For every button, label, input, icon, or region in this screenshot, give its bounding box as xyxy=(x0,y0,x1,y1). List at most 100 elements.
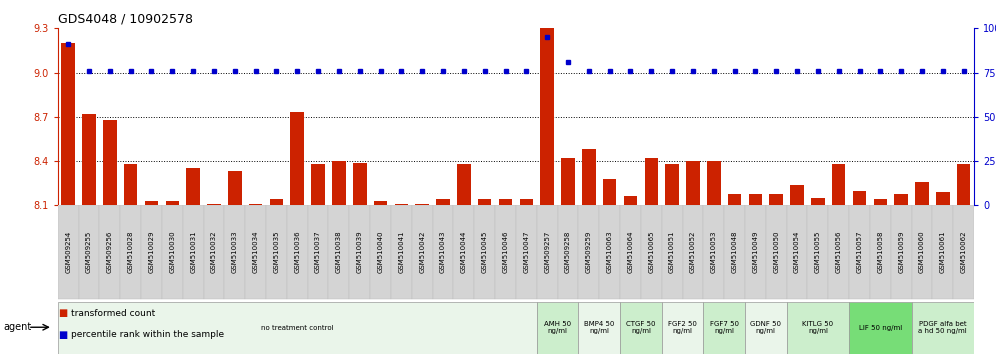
Bar xyxy=(579,205,600,299)
Text: PDGF alfa bet
a hd 50 ng/ml: PDGF alfa bet a hd 50 ng/ml xyxy=(918,321,967,335)
Text: no treatment control: no treatment control xyxy=(261,325,334,331)
Text: GSM510050: GSM510050 xyxy=(773,231,779,273)
Bar xyxy=(787,205,808,299)
Text: GSM510046: GSM510046 xyxy=(503,231,509,273)
Text: GSM510030: GSM510030 xyxy=(169,231,175,274)
Text: GSM510055: GSM510055 xyxy=(815,231,821,273)
Text: GSM510062: GSM510062 xyxy=(961,231,967,273)
Bar xyxy=(182,205,203,299)
Bar xyxy=(62,43,75,205)
Bar xyxy=(162,205,182,299)
Bar xyxy=(474,205,495,299)
Bar xyxy=(915,182,929,205)
Bar xyxy=(436,199,450,205)
Bar xyxy=(332,161,346,205)
Text: GSM510035: GSM510035 xyxy=(274,231,280,273)
Text: FGF7 50
ng/ml: FGF7 50 ng/ml xyxy=(710,321,739,335)
Bar xyxy=(665,164,679,205)
Text: GSM510040: GSM510040 xyxy=(377,231,383,273)
Bar xyxy=(890,205,911,299)
Text: GSM510047: GSM510047 xyxy=(523,231,529,273)
Bar xyxy=(829,205,850,299)
Bar xyxy=(371,205,391,299)
Bar xyxy=(124,164,137,205)
Text: GSM510044: GSM510044 xyxy=(461,231,467,273)
Bar xyxy=(207,204,221,205)
Text: transformed count: transformed count xyxy=(71,309,155,318)
Bar xyxy=(79,205,100,299)
Bar xyxy=(770,194,783,205)
Text: GSM510042: GSM510042 xyxy=(419,231,425,273)
Bar xyxy=(228,171,242,205)
Text: GSM510038: GSM510038 xyxy=(336,231,342,274)
Bar xyxy=(308,205,329,299)
Bar xyxy=(621,302,661,354)
Bar xyxy=(957,164,970,205)
Text: GSM510049: GSM510049 xyxy=(752,231,758,273)
Text: GSM510053: GSM510053 xyxy=(711,231,717,273)
Bar xyxy=(224,205,245,299)
Bar xyxy=(266,205,287,299)
Text: AMH 50
ng/ml: AMH 50 ng/ml xyxy=(544,321,571,335)
Bar xyxy=(932,205,953,299)
Text: GSM510032: GSM510032 xyxy=(211,231,217,273)
Text: GSM510043: GSM510043 xyxy=(440,231,446,273)
Text: GDS4048 / 10902578: GDS4048 / 10902578 xyxy=(58,13,193,26)
Bar xyxy=(329,205,350,299)
Text: LIF 50 ng/ml: LIF 50 ng/ml xyxy=(859,325,902,331)
Text: GSM510048: GSM510048 xyxy=(732,231,738,273)
Text: GSM510064: GSM510064 xyxy=(627,231,633,273)
Bar xyxy=(541,0,554,205)
Text: ■: ■ xyxy=(58,330,67,339)
Bar xyxy=(728,194,741,205)
Bar xyxy=(873,199,887,205)
Text: GSM509259: GSM509259 xyxy=(586,231,592,273)
Bar xyxy=(600,205,621,299)
Text: GSM510036: GSM510036 xyxy=(294,231,300,274)
Bar xyxy=(811,198,825,205)
Bar xyxy=(579,302,621,354)
Bar xyxy=(287,205,308,299)
Bar xyxy=(457,164,471,205)
Bar xyxy=(686,161,700,205)
Text: agent: agent xyxy=(3,322,31,332)
Text: GSM510037: GSM510037 xyxy=(315,231,321,274)
Bar xyxy=(911,205,932,299)
Text: GSM509256: GSM509256 xyxy=(107,231,113,273)
Bar xyxy=(640,205,661,299)
Bar xyxy=(537,205,558,299)
Bar xyxy=(391,205,411,299)
Bar xyxy=(58,302,537,354)
Bar xyxy=(270,199,283,205)
Text: GSM510041: GSM510041 xyxy=(398,231,404,273)
Bar xyxy=(350,205,371,299)
Text: GSM510029: GSM510029 xyxy=(148,231,154,273)
Text: ■: ■ xyxy=(58,308,67,318)
Bar xyxy=(432,205,453,299)
Bar xyxy=(203,205,224,299)
Bar xyxy=(165,201,179,205)
Bar xyxy=(745,302,787,354)
Bar xyxy=(853,190,867,205)
Bar xyxy=(495,205,516,299)
Text: GSM510045: GSM510045 xyxy=(482,231,488,273)
Bar xyxy=(623,196,637,205)
Bar xyxy=(374,201,387,205)
Bar xyxy=(100,205,121,299)
Text: KITLG 50
ng/ml: KITLG 50 ng/ml xyxy=(803,321,834,335)
Bar xyxy=(832,164,846,205)
Text: GSM510065: GSM510065 xyxy=(648,231,654,273)
Text: GSM510031: GSM510031 xyxy=(190,231,196,274)
Bar xyxy=(516,205,537,299)
Bar xyxy=(749,194,762,205)
Text: GSM510063: GSM510063 xyxy=(607,231,613,274)
Bar xyxy=(745,205,766,299)
Text: GSM510056: GSM510056 xyxy=(836,231,842,273)
Text: percentile rank within the sample: percentile rank within the sample xyxy=(71,330,224,339)
Bar xyxy=(870,205,890,299)
Bar xyxy=(478,199,491,205)
Bar xyxy=(312,164,325,205)
Bar xyxy=(682,205,703,299)
Text: GSM509258: GSM509258 xyxy=(565,231,571,273)
Bar xyxy=(537,302,579,354)
